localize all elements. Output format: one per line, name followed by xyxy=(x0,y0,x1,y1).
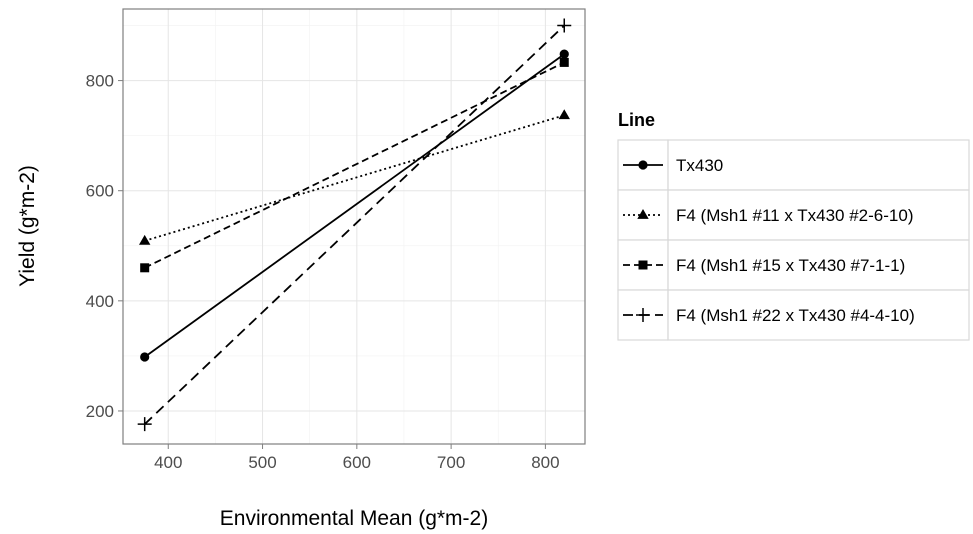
series-lines xyxy=(144,24,565,425)
legend-key-marker-3 xyxy=(636,308,650,322)
series-0-point-1 xyxy=(559,49,569,59)
legend-key-marker-1 xyxy=(637,209,649,219)
series-3-point-0 xyxy=(137,417,152,432)
series-2-point-0 xyxy=(140,263,150,273)
x-axis: 400 500 600 700 800 xyxy=(154,444,560,472)
legend-label-2: F4 (Msh1 #15 x Tx430 #7-1-1) xyxy=(676,256,905,275)
series-line-3 xyxy=(144,24,565,425)
legend-title: Line xyxy=(618,110,655,130)
legend-label-1: F4 (Msh1 #11 x Tx430 #2-6-10) xyxy=(676,206,914,225)
x-axis-title: Environmental Mean (g*m-2) xyxy=(220,507,488,530)
x-tick-label-700: 700 xyxy=(437,453,465,472)
series-markers xyxy=(137,18,572,432)
legend-label-3: F4 (Msh1 #22 x Tx430 #4-4-10) xyxy=(676,306,915,325)
x-tick-label-600: 600 xyxy=(343,453,371,472)
legend-label-0: Tx430 xyxy=(676,156,723,175)
y-axis-title: Yield (g*m-2) xyxy=(16,165,39,287)
panel-border xyxy=(122,8,586,445)
panel-background xyxy=(123,9,585,444)
y-tick-label-200: 200 xyxy=(86,402,114,421)
x-tick-label-400: 400 xyxy=(154,453,182,472)
y-axis: 200 400 600 800 xyxy=(86,72,123,421)
grid-minor xyxy=(123,9,585,444)
x-tick-label-500: 500 xyxy=(248,453,276,472)
y-tick-label-600: 600 xyxy=(86,182,114,201)
y-tick-label-800: 800 xyxy=(86,72,114,91)
series-1-point-1 xyxy=(558,109,570,120)
series-1-point-0 xyxy=(138,234,151,245)
grid-major xyxy=(123,9,585,444)
legend: Line Tx430 F4 (Msh1 #11 x Tx430 #2-6-10) F… xyxy=(617,110,970,341)
series-3-point-1 xyxy=(557,18,572,33)
series-0-point-0 xyxy=(140,352,150,362)
series-line-2 xyxy=(144,61,565,269)
legend-key-marker-0 xyxy=(638,160,648,170)
x-tick-label-800: 800 xyxy=(531,453,559,472)
series-2-point-1 xyxy=(559,57,569,67)
series-line-0 xyxy=(144,53,565,358)
legend-label-box-3 xyxy=(667,289,970,341)
legend-key-marker-2 xyxy=(638,260,648,270)
y-tick-label-400: 400 xyxy=(86,292,114,311)
